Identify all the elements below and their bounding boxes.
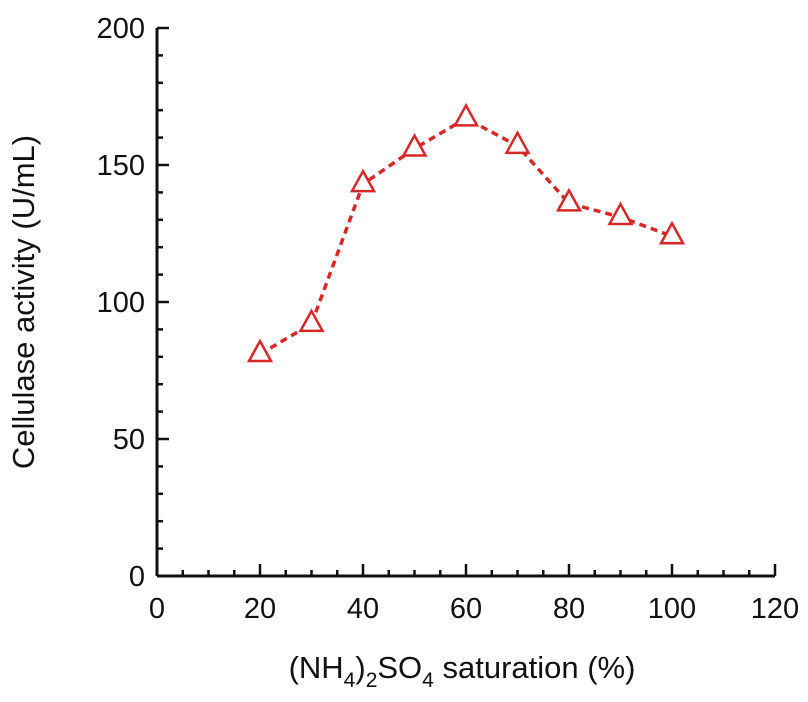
x-title-sub-2: 2 xyxy=(366,669,378,692)
x-title-part-1: (NH xyxy=(289,650,344,685)
x-tick-label: 60 xyxy=(450,593,482,625)
y-axis-ticks: 0 50 100 150 200 xyxy=(97,13,169,593)
y-tick-label: 50 xyxy=(113,424,145,456)
y-tick-label: 200 xyxy=(97,13,145,45)
plot-area: 0 50 100 150 200 0 20 40 60 80 100 120 xyxy=(97,13,800,625)
series-line xyxy=(259,116,673,356)
series-layer xyxy=(246,102,686,363)
y-tick-label: 150 xyxy=(97,150,145,182)
data-point-marker xyxy=(246,338,274,363)
x-tick-label: 0 xyxy=(149,593,165,625)
x-tick-label: 40 xyxy=(347,593,379,625)
data-point-marker xyxy=(401,132,428,157)
y-axis-title: Cellulase activity (U/mL) xyxy=(6,135,41,469)
x-tick-label: 120 xyxy=(751,593,799,625)
data-point-marker xyxy=(349,168,377,193)
x-title-part-4: saturation (%) xyxy=(434,650,636,685)
data-point-marker xyxy=(504,130,531,155)
y-tick-label: 0 xyxy=(129,561,145,593)
x-axis-title: (NH4)2SO4 saturation (%) xyxy=(289,650,636,692)
data-point-marker xyxy=(452,102,480,127)
x-tick-label: 20 xyxy=(244,593,276,625)
data-point-marker xyxy=(607,201,634,226)
data-point-marker xyxy=(555,187,583,212)
data-point-marker xyxy=(658,220,686,245)
x-title-sub-4: 4 xyxy=(344,669,356,692)
x-title-sub-4b: 4 xyxy=(422,669,434,692)
y-tick-label: 100 xyxy=(97,287,145,319)
x-axis-ticks: 0 20 40 60 80 100 120 xyxy=(149,564,799,625)
x-tick-label: 80 xyxy=(553,593,585,625)
x-title-part-3: SO xyxy=(377,650,422,685)
x-title-part-2: ) xyxy=(355,650,365,685)
data-point-marker xyxy=(298,308,325,333)
x-tick-label: 100 xyxy=(648,593,696,625)
